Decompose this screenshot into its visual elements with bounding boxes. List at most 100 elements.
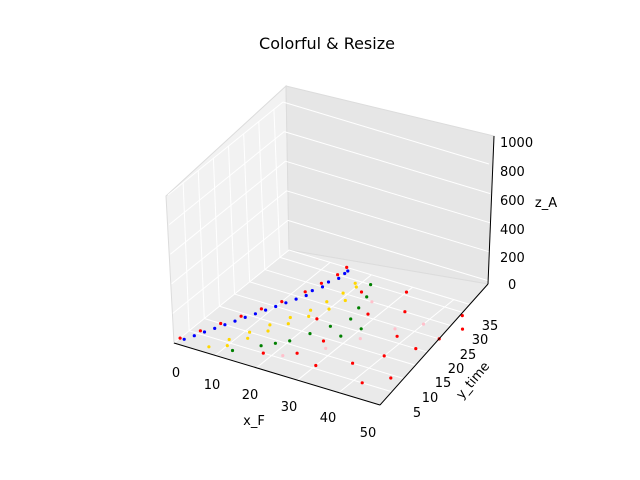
x-ticks: 0 10 20 30 40 50 xyxy=(172,366,376,441)
grid-line xyxy=(219,305,426,369)
z-tick-label: 1000 xyxy=(500,136,533,151)
y-tick-label: 35 xyxy=(482,319,499,334)
grid-line xyxy=(212,158,220,307)
data-point xyxy=(339,334,343,338)
grid-line xyxy=(256,274,372,369)
data-point xyxy=(319,281,323,285)
z-tick-label: 600 xyxy=(500,194,525,209)
data-point xyxy=(389,376,393,380)
grid-line xyxy=(284,131,491,195)
data-point xyxy=(274,304,278,309)
data-point xyxy=(264,308,268,312)
data-point xyxy=(315,317,319,321)
data-point xyxy=(248,330,252,334)
grid-line xyxy=(172,220,289,314)
data-point xyxy=(198,329,202,333)
x-tick-label: 10 xyxy=(204,378,221,393)
grid-line xyxy=(282,101,490,165)
x-axis-line xyxy=(173,342,381,406)
z-ticks: 0 200 400 600 800 1000 xyxy=(500,136,533,293)
data-point xyxy=(288,339,292,343)
data-point xyxy=(303,290,307,294)
data-point xyxy=(243,315,247,319)
data-point xyxy=(259,344,263,348)
grid-line xyxy=(197,170,205,319)
data-point xyxy=(307,314,311,318)
z-axis-label: z_A xyxy=(535,196,557,211)
grid-line xyxy=(173,249,290,344)
data-point xyxy=(421,322,426,326)
data-point xyxy=(288,315,292,320)
axes-3d: 0 10 20 30 40 50 x_F 5 10 15 20 25 30 35… xyxy=(165,84,557,441)
data-point xyxy=(294,297,298,301)
data-point xyxy=(337,276,341,280)
grid-line xyxy=(286,190,493,254)
data-point xyxy=(354,285,358,289)
data-points xyxy=(178,265,465,385)
data-point xyxy=(460,314,464,318)
data-point xyxy=(280,300,284,304)
data-point xyxy=(351,361,355,365)
data-point xyxy=(346,269,350,273)
data-point xyxy=(359,290,364,294)
grid-line xyxy=(279,256,487,320)
grid-line xyxy=(273,109,281,258)
grid-line xyxy=(170,160,286,255)
grid-line xyxy=(214,262,331,356)
grid-line xyxy=(264,269,471,333)
data-point xyxy=(295,351,299,355)
data-point xyxy=(341,291,345,295)
data-point xyxy=(321,339,326,343)
data-point xyxy=(404,290,409,294)
grid-line xyxy=(338,299,455,393)
x-tick-label: 50 xyxy=(360,426,377,441)
data-point xyxy=(259,307,263,311)
y-ticks: 5 10 15 20 25 30 35 xyxy=(413,319,498,421)
data-point xyxy=(223,323,227,327)
grid-line xyxy=(171,190,287,285)
data-point xyxy=(182,337,186,341)
data-point xyxy=(327,307,331,311)
grid-line xyxy=(228,146,236,295)
grid-line xyxy=(168,131,285,225)
data-point xyxy=(366,312,370,316)
data-point xyxy=(202,330,207,334)
grid-line xyxy=(243,133,251,282)
data-point xyxy=(370,300,374,304)
data-point xyxy=(239,314,243,318)
grid-line xyxy=(167,101,284,196)
data-point xyxy=(343,271,347,276)
data-point xyxy=(268,323,272,327)
y-tick-label: 20 xyxy=(448,362,465,377)
data-point xyxy=(192,334,196,338)
data-point xyxy=(357,306,361,310)
grid-line xyxy=(285,160,492,224)
y-axis-line xyxy=(379,283,489,406)
y-tick-label: 15 xyxy=(435,376,452,391)
data-point xyxy=(233,319,237,323)
data-point xyxy=(261,351,265,355)
grid-lines xyxy=(167,101,496,406)
data-point xyxy=(369,283,373,287)
data-point xyxy=(308,332,312,336)
z-tick-label: 400 xyxy=(500,223,525,238)
data-point xyxy=(246,336,250,340)
data-point xyxy=(310,289,314,293)
data-point xyxy=(325,300,329,304)
grid-line xyxy=(288,249,496,313)
z-tick-label: 800 xyxy=(500,165,525,180)
y-tick-label: 30 xyxy=(472,333,489,348)
data-point xyxy=(253,312,257,316)
y-tick-label: 10 xyxy=(422,391,439,406)
data-point xyxy=(219,321,223,326)
data-point xyxy=(326,280,331,284)
data-point xyxy=(395,334,399,338)
data-point xyxy=(286,322,290,326)
data-point xyxy=(309,308,313,312)
x-tick-label: 0 xyxy=(172,366,180,381)
data-point xyxy=(328,324,332,328)
data-point xyxy=(227,337,231,342)
data-point xyxy=(207,345,211,349)
data-point xyxy=(284,301,288,305)
data-point xyxy=(225,344,229,348)
